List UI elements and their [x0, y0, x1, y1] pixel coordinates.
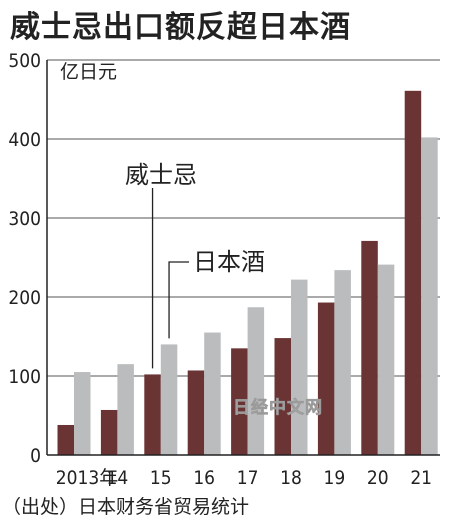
sake-bar-5 — [291, 279, 308, 455]
whisky-bar-6 — [317, 302, 335, 455]
x-tick-label: 18 — [280, 467, 302, 489]
x-tick-label: 2013年 — [56, 467, 119, 489]
x-tick-label: 21 — [410, 467, 432, 489]
whisky-bar-1 — [100, 409, 118, 455]
y-tick-label: 300 — [8, 208, 41, 230]
sake-bar-8 — [421, 137, 438, 456]
chart-title: 威士忌出口额反超日本酒 — [10, 10, 351, 45]
whisky-bar-7 — [361, 240, 378, 455]
y-tick-label: 500 — [8, 50, 41, 72]
y-tick-label: 400 — [8, 129, 41, 151]
sake-annotation: 日本酒 — [193, 248, 265, 276]
whisky-bar-0 — [57, 424, 74, 455]
y-tick-label: 100 — [8, 366, 41, 388]
sake-bar-7 — [377, 264, 395, 455]
x-tick-label: 17 — [237, 467, 259, 489]
source-note: （出处）日本财务省贸易统计 — [2, 496, 250, 518]
y-tick-label: 200 — [8, 287, 41, 309]
unit-label: 亿日元 — [60, 61, 117, 83]
x-tick-label: 20 — [367, 467, 389, 489]
x-tick-label: 19 — [324, 467, 346, 489]
sake-bar-4 — [247, 307, 265, 455]
x-tick-label: 14 — [107, 467, 129, 489]
x-tick-label: 16 — [193, 467, 215, 489]
whisky-bar-8 — [404, 90, 422, 455]
whisky-bar-4 — [231, 348, 248, 455]
whisky-bar-2 — [144, 374, 161, 455]
axes — [46, 60, 440, 456]
whisky-bar-3 — [187, 370, 205, 455]
whisky-bar-5 — [274, 338, 291, 455]
sake-leader-line — [168, 261, 190, 339]
y-tick-label: 0 — [30, 445, 41, 467]
sake-bar-6 — [334, 270, 351, 455]
y-tick-labels: 0 100 200 300 400 500 — [8, 50, 41, 467]
whisky-annotation: 威士忌 — [125, 161, 197, 189]
sake-bar-1 — [117, 364, 134, 455]
sake-bar-2 — [160, 344, 178, 455]
bars — [57, 90, 438, 456]
x-tick-label: 15 — [150, 467, 172, 489]
sake-bar-3 — [204, 332, 221, 455]
watermark: 日经中文网 — [233, 397, 323, 418]
sake-bar-0 — [74, 372, 91, 455]
